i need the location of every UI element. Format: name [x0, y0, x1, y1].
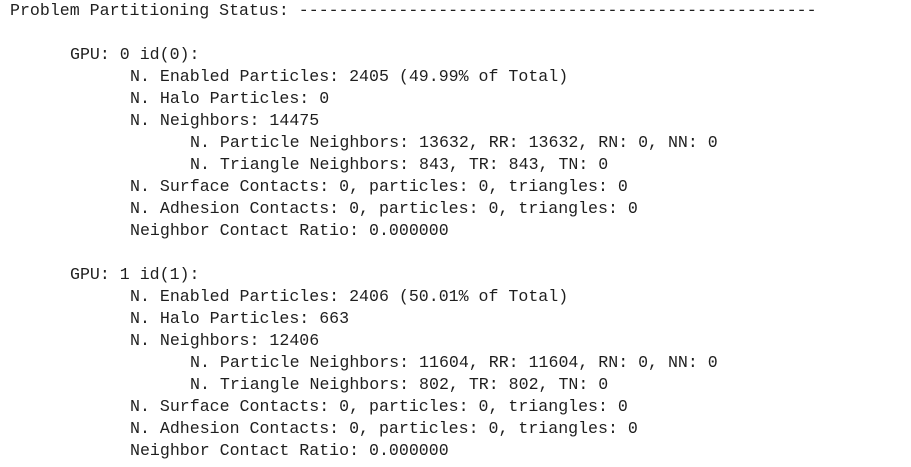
- contact-stat: N. Surface Contacts: 0, particles: 0, tr…: [130, 177, 628, 196]
- gpu-stat: N. Enabled Particles: 2405 (49.99% of To…: [130, 67, 569, 86]
- neighbor-detail: N. Triangle Neighbors: 843, TR: 843, TN:…: [190, 155, 609, 174]
- contact-stat: N. Adhesion Contacts: 0, particles: 0, t…: [130, 419, 638, 438]
- gpu-stat: N. Neighbors: 14475: [130, 111, 320, 130]
- neighbor-detail: N. Particle Neighbors: 13632, RR: 13632,…: [190, 133, 718, 152]
- gpu-stat: N. Halo Particles: 0: [130, 89, 330, 108]
- status-header: Problem Partitioning Status: -----------…: [10, 1, 817, 20]
- contact-stat: Neighbor Contact Ratio: 0.000000: [130, 221, 449, 240]
- contact-stat: Neighbor Contact Ratio: 0.000000: [130, 441, 449, 460]
- gpu-label: GPU: 0 id(0):: [70, 45, 200, 64]
- blank-line: [10, 242, 911, 264]
- blank-line: [10, 22, 911, 44]
- gpu-stat: N. Halo Particles: 663: [130, 309, 350, 328]
- gpu-stat: N. Neighbors: 12406: [130, 331, 320, 350]
- gpu-stat: N. Enabled Particles: 2406 (50.01% of To…: [130, 287, 569, 306]
- gpu-label: GPU: 1 id(1):: [70, 265, 200, 284]
- contact-stat: N. Adhesion Contacts: 0, particles: 0, t…: [130, 199, 638, 218]
- contact-stat: N. Surface Contacts: 0, particles: 0, tr…: [130, 397, 628, 416]
- neighbor-detail: N. Particle Neighbors: 11604, RR: 11604,…: [190, 353, 718, 372]
- neighbor-detail: N. Triangle Neighbors: 802, TR: 802, TN:…: [190, 375, 609, 394]
